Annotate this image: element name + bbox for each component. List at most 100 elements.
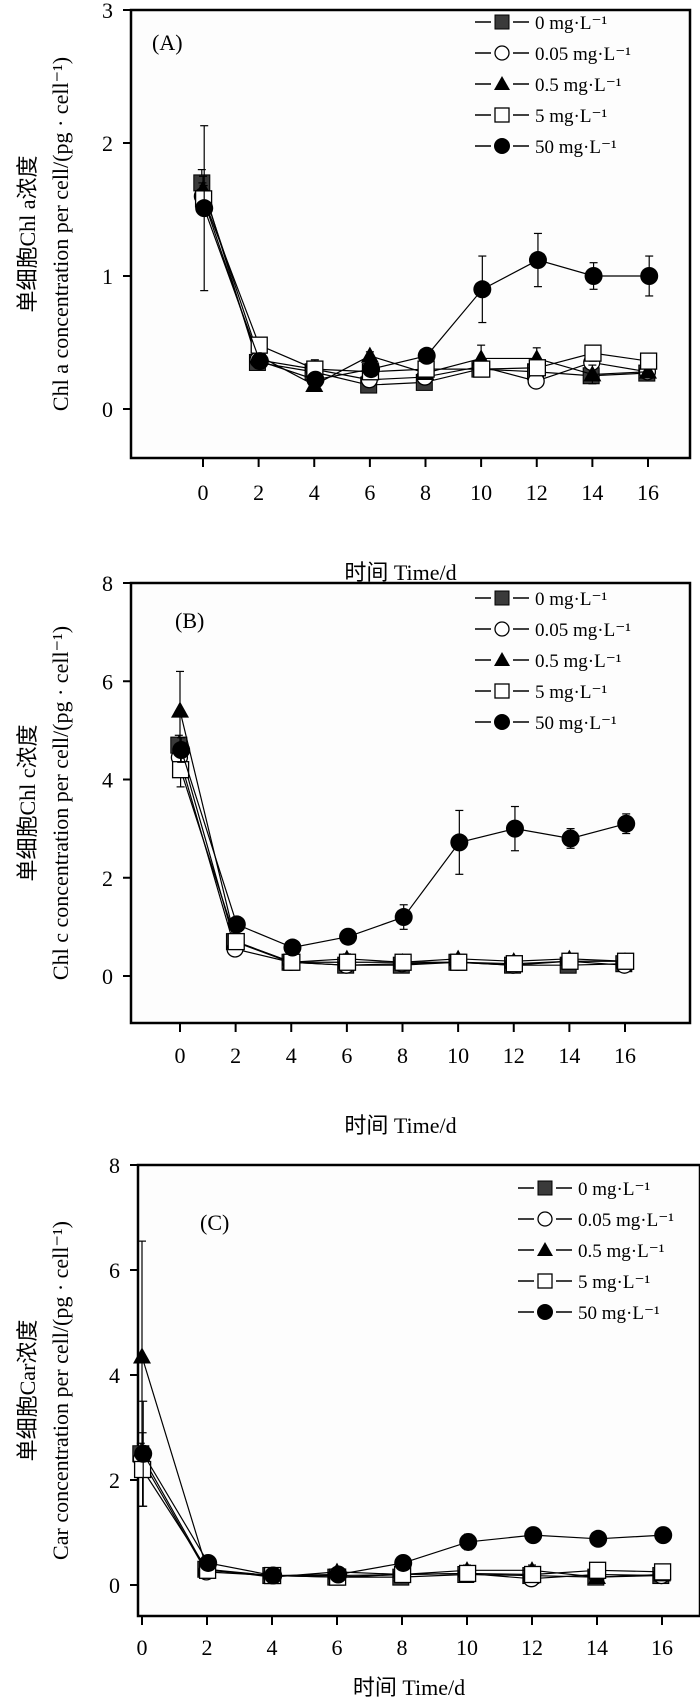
x-tick-label: 2 — [253, 480, 264, 505]
data-point — [172, 741, 191, 760]
legend-marker — [494, 683, 510, 699]
data-point — [524, 1526, 543, 1545]
legend-label: 0.5 mg·L⁻¹ — [535, 651, 622, 672]
x-tick-label: 0 — [175, 1043, 186, 1068]
y-axis-title-en: Chl c concentration per cell/(pg · cell⁻… — [48, 626, 73, 980]
data-point — [227, 915, 246, 934]
y-tick-label: 4 — [102, 768, 113, 793]
data-point — [589, 1529, 608, 1548]
legend-label: 0.5 mg·L⁻¹ — [578, 1241, 665, 1262]
legend-marker — [494, 14, 510, 30]
data-point — [528, 359, 546, 377]
data-point — [654, 1526, 673, 1545]
x-tick-label: 6 — [364, 480, 375, 505]
legend-marker — [537, 1273, 553, 1289]
y-tick-label: 0 — [102, 964, 113, 989]
y-tick-label: 2 — [102, 866, 113, 891]
data-point — [227, 932, 245, 951]
data-point — [459, 1532, 478, 1551]
series-3 — [194, 184, 658, 381]
data-point — [264, 1566, 283, 1585]
x-axis-title: 时间 Time/d — [344, 1113, 456, 1138]
legend-label: 5 mg·L⁻¹ — [578, 1272, 650, 1293]
y-axis-title-en: Car concentration per cell/(pg · cell⁻¹) — [48, 1221, 73, 1560]
y-axis-title-cn: 单细胞Chl c浓度 — [15, 724, 40, 881]
data-point — [283, 953, 301, 971]
x-tick-label: 4 — [286, 1043, 297, 1068]
legend: 0 mg·L⁻¹ 0.05 mg·L⁻¹ 0.5 mg·L⁻¹ 5 mg·L⁻¹ 50 … — [518, 1179, 674, 1324]
data-point — [339, 927, 358, 946]
x-tick-label: 8 — [397, 1043, 408, 1068]
data-point — [505, 955, 524, 973]
x-tick-label: 16 — [637, 480, 659, 505]
data-point — [306, 370, 325, 389]
legend-label: 0.05 mg·L⁻¹ — [535, 44, 631, 65]
legend-label: 0 mg·L⁻¹ — [535, 589, 607, 610]
data-point — [653, 1563, 672, 1581]
y-tick-label: 0 — [102, 397, 113, 422]
data-point — [561, 952, 579, 970]
data-point — [133, 1347, 151, 1364]
x-tick-label: 16 — [614, 1043, 636, 1068]
data-point — [450, 953, 468, 971]
y-tick-label: 1 — [102, 264, 113, 289]
data-point — [588, 1561, 607, 1579]
chart-panel-c: 0 2 4 6 8 0 2 4 6 8 10 12 14 16 时间 Time/d 单细胞Car浓度 Car c… — [15, 1153, 700, 1700]
data-point — [394, 908, 413, 927]
data-point — [584, 344, 602, 362]
x-tick-label: 4 — [267, 1635, 278, 1660]
x-tick-label: 8 — [397, 1635, 408, 1660]
legend: 0 mg·L⁻¹ 0.05 mg·L⁻¹ 0.5 mg·L⁻¹ 5 mg·L⁻¹ 50 … — [475, 13, 631, 158]
legend-label: 0.5 mg·L⁻¹ — [535, 75, 622, 96]
x-tick-label: 8 — [420, 480, 431, 505]
legend-marker — [494, 138, 510, 154]
panel-label: (A) — [152, 30, 183, 55]
x-tick-label: 10 — [447, 1043, 469, 1068]
x-axis-title: 时间 Time/d — [344, 560, 456, 585]
legend-marker — [537, 1241, 553, 1257]
data-point — [473, 280, 492, 299]
legend-label: 50 mg·L⁻¹ — [535, 713, 617, 734]
legend-marker — [494, 590, 510, 606]
legend-marker — [494, 714, 510, 730]
legend-marker — [494, 45, 510, 61]
data-point — [338, 953, 357, 971]
panel-label: (B) — [175, 608, 204, 633]
data-point — [583, 365, 602, 382]
data-point — [505, 819, 524, 838]
legend: 0 mg·L⁻¹ 0.05 mg·L⁻¹ 0.5 mg·L⁻¹ 5 mg·L⁻¹ 50 … — [475, 589, 631, 734]
y-tick-label: 0 — [109, 1573, 120, 1598]
x-tick-label: 16 — [651, 1635, 673, 1660]
series-3 — [171, 751, 635, 973]
data-point — [394, 953, 412, 971]
legend-label: 0.05 mg·L⁻¹ — [578, 1210, 674, 1231]
y-tick-label: 8 — [102, 571, 113, 596]
y-tick-label: 8 — [109, 1153, 120, 1178]
data-point — [134, 1444, 153, 1463]
x-axis-title: 时间 Time/d — [353, 1675, 465, 1700]
data-point — [362, 360, 381, 379]
x-tick-label: 14 — [558, 1043, 580, 1068]
panel-label: (C) — [200, 1210, 229, 1235]
data-point — [639, 362, 657, 379]
x-tick-label: 6 — [332, 1635, 343, 1660]
chart-panel-b: 0 2 4 6 8 0 2 4 6 8 10 12 14 16 时间 Time/d 单细胞Chl c浓度 Chl… — [15, 571, 692, 1138]
data-point — [199, 1553, 218, 1572]
x-tick-label: 10 — [470, 480, 492, 505]
series-4 — [172, 737, 636, 957]
y-tick-label: 6 — [109, 1258, 120, 1283]
x-tick-label: 0 — [137, 1635, 148, 1660]
legend-label: 5 mg·L⁻¹ — [535, 682, 607, 703]
legend-label: 0 mg·L⁻¹ — [535, 13, 607, 34]
x-tick-label: 12 — [526, 480, 548, 505]
x-tick-label: 6 — [341, 1043, 352, 1068]
legend-marker — [537, 1304, 553, 1320]
y-tick-label: 2 — [102, 131, 113, 156]
data-point — [528, 251, 547, 270]
data-point — [171, 701, 189, 718]
legend-label: 0.05 mg·L⁻¹ — [535, 620, 631, 641]
data-point — [250, 352, 269, 371]
data-point — [639, 352, 658, 370]
